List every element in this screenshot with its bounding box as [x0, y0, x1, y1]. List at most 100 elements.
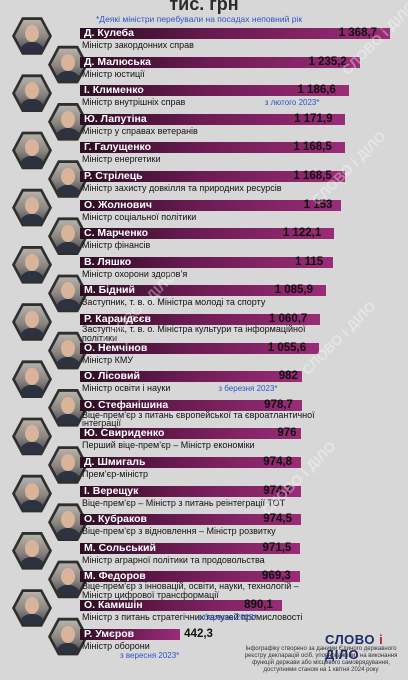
bar [80, 514, 301, 526]
bar [80, 228, 335, 240]
minister-role: Міністр соціальної політики [82, 211, 197, 222]
bar [80, 256, 333, 268]
avatar [12, 188, 52, 227]
minister-role: Віце-прем’єр – Міністр з питань реінтегр… [82, 497, 286, 508]
bar [80, 199, 342, 211]
value-label: 1 171,9 [294, 112, 333, 125]
minister-name: М. Сольський [84, 541, 156, 554]
bar [80, 142, 345, 154]
bar [80, 314, 321, 325]
minister-role: Міністр фінансів [82, 240, 151, 251]
value-label: 1 055,6 [267, 341, 307, 354]
minister-name: О. Немчінов [84, 341, 148, 354]
term-note: з березня 2023* [218, 384, 278, 394]
minister-role: Віце-прем’єр з інновацій, освіти, науки,… [82, 581, 299, 600]
avatar [48, 331, 88, 370]
minister-role: Міністр КМУ [82, 354, 134, 365]
bar [80, 285, 326, 297]
bar [80, 628, 181, 640]
minister-name: Ю. Свириденко [84, 427, 165, 440]
minister-name: Р. Карандєєв [84, 313, 151, 325]
logo: СЛОВО і ДІЛО [325, 632, 384, 662]
minister-name: Ю. Лапутіна [84, 112, 147, 125]
minister-role: Міністр з питань стратегічних галузей пр… [82, 612, 303, 622]
minister-name: Г. Галущенко [84, 141, 152, 154]
header-note: *Деякі міністри перебували на посадах не… [96, 14, 303, 24]
avatar [12, 360, 52, 398]
value-label: 442,3 [184, 627, 213, 640]
value-label: 1 153 [303, 198, 333, 211]
avatar [12, 131, 52, 170]
avatar [12, 245, 52, 284]
value-label: 974,7 [263, 484, 293, 497]
bar [80, 428, 302, 440]
avatar [12, 531, 52, 570]
term-note: з вересня 2023* [120, 650, 180, 660]
minister-name: Д. Шмигаль [84, 456, 146, 468]
value-label: 982 [278, 370, 298, 383]
bar [80, 342, 320, 354]
bar [80, 171, 345, 182]
minister-name: Р. Умєров [84, 627, 135, 640]
value-label: 976 [277, 427, 297, 440]
value-label: 1 168,5 [293, 141, 332, 154]
minister-name: О. Стефанішина [84, 398, 169, 411]
minister-name: С. Марченко [84, 227, 149, 240]
minister-name: І. Клименко [84, 84, 144, 97]
value-label: 1 085,9 [274, 284, 314, 297]
avatar [12, 74, 52, 112]
footer-source: Інфографіку створено за даними Єдиного д… [244, 646, 398, 673]
minister-role: Прем’єр-міністр [82, 469, 149, 479]
minister-name: О. Кубраков [84, 513, 147, 526]
bar [80, 571, 300, 583]
minister-name: М. Федоров [84, 570, 146, 583]
value-label: 890,1 [244, 599, 273, 611]
watermark: СЛОВО і ДІЛО [308, 127, 389, 209]
minister-role: Міністр енергетики [82, 154, 161, 165]
minister-name: О. Жолнович [84, 198, 152, 211]
chart-title: тис. грн [169, 0, 239, 14]
value-label: 974,5 [263, 513, 292, 526]
minister-role: Перший віце-прем’єр – Міністр економіки [82, 440, 255, 451]
value-label: 1 235,2 [308, 55, 347, 68]
minister-role: Віце-прем’єр з питань європейської та єв… [82, 409, 315, 429]
value-label: 974,8 [263, 456, 293, 468]
minister-name: І. Верещук [84, 484, 139, 497]
term-note: з березня 2023* [197, 613, 257, 622]
avatar [48, 503, 88, 541]
minister-role: Віце-прем’єр з відновлення – Міністр роз… [82, 526, 276, 537]
minister-role: Міністр аграрної політики та продовольст… [82, 554, 265, 565]
bar [80, 542, 301, 554]
minister-name: М. Бідний [84, 284, 135, 297]
avatar [48, 274, 88, 313]
value-label: 1 060,7 [268, 313, 308, 325]
minister-name: Д. Кулеба [84, 27, 134, 39]
minister-role: Міністр внутрішніх справ [82, 97, 186, 108]
value-label: 1 186,6 [297, 84, 336, 97]
minister-name: О. Лісовий [84, 370, 140, 383]
avatar [12, 589, 52, 627]
bar [80, 600, 282, 611]
minister-name: О. Камишін [84, 599, 143, 611]
minister-role: Міністр захисту довкілля та природних ре… [82, 183, 282, 193]
minister-name: В. Ляшко [84, 255, 132, 268]
bar [80, 485, 301, 497]
minister-name: Р. Стрілець [84, 170, 143, 182]
minister-role: Заступник, т. в. о. Міністра культури та… [82, 324, 306, 343]
bar [80, 28, 390, 39]
value-label: 969,3 [262, 570, 291, 583]
avatar [12, 417, 52, 456]
bar [80, 399, 302, 411]
minister-role: Міністр освіти і науки [82, 383, 171, 394]
minister-role: Заступник, т. в. о. Міністра молоді та с… [82, 297, 266, 308]
term-note: з лютого 2023* [264, 98, 320, 108]
minister-role: Міністр охорони здоров’я [82, 268, 188, 279]
avatar [12, 17, 52, 55]
minister-role: Міністр закордонних справ [82, 40, 194, 50]
value-label: 1 122,1 [282, 227, 322, 240]
bar [80, 56, 360, 68]
avatar [12, 474, 52, 513]
minister-name: Д. Малюська [84, 55, 151, 68]
minister-role: Міністр юстиції [82, 68, 145, 79]
